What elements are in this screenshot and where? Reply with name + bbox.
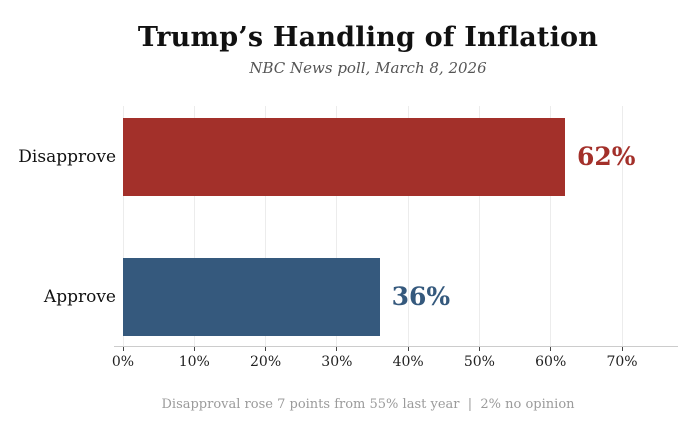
gridline-60% xyxy=(550,106,552,346)
chart-title: Trump’s Handling of Inflation xyxy=(137,22,599,53)
x-axis-tick-label-60%: 60% xyxy=(535,354,567,370)
gridline-30% xyxy=(336,106,338,346)
x-axis-tick-30% xyxy=(336,347,338,351)
category-label-approve: Approve xyxy=(43,287,116,307)
x-axis-tick-10% xyxy=(193,347,195,351)
category-label-disapprove: Disapprove xyxy=(18,147,116,167)
x-axis-tick-40% xyxy=(407,347,409,351)
chart-subtitle: NBC News poll, March 8, 2026 xyxy=(249,59,487,77)
x-axis-tick-label-50%: 50% xyxy=(463,354,495,370)
x-axis-tick-20% xyxy=(265,347,267,351)
x-axis-line xyxy=(114,346,678,347)
gridline-20% xyxy=(265,106,267,346)
x-axis-tick-label-30%: 30% xyxy=(321,354,353,370)
x-axis-tick-0% xyxy=(122,347,124,351)
gridline-50% xyxy=(478,106,480,346)
x-axis-tick-70% xyxy=(621,347,623,351)
x-axis-tick-50% xyxy=(478,347,480,351)
x-axis-tick-label-40%: 40% xyxy=(392,354,424,370)
x-axis-tick-label-70%: 70% xyxy=(606,354,638,370)
gridline-0% xyxy=(122,106,124,346)
bar-approve xyxy=(123,258,380,336)
plot-area xyxy=(122,106,623,346)
x-axis-tick-label-0%: 0% xyxy=(111,354,135,370)
bar-disapprove xyxy=(123,118,565,196)
gridline-40% xyxy=(407,106,409,346)
value-label-approve: 36% xyxy=(391,282,451,311)
gridline-70% xyxy=(621,106,623,346)
gridline-10% xyxy=(193,106,195,346)
value-label-disapprove: 62% xyxy=(576,142,636,171)
x-axis-tick-label-10%: 10% xyxy=(178,354,210,370)
x-axis-tick-label-20%: 20% xyxy=(250,354,282,370)
x-axis-tick-60% xyxy=(550,347,552,351)
chart-footnote: Disapproval rose 7 points from 55% last … xyxy=(161,397,575,412)
